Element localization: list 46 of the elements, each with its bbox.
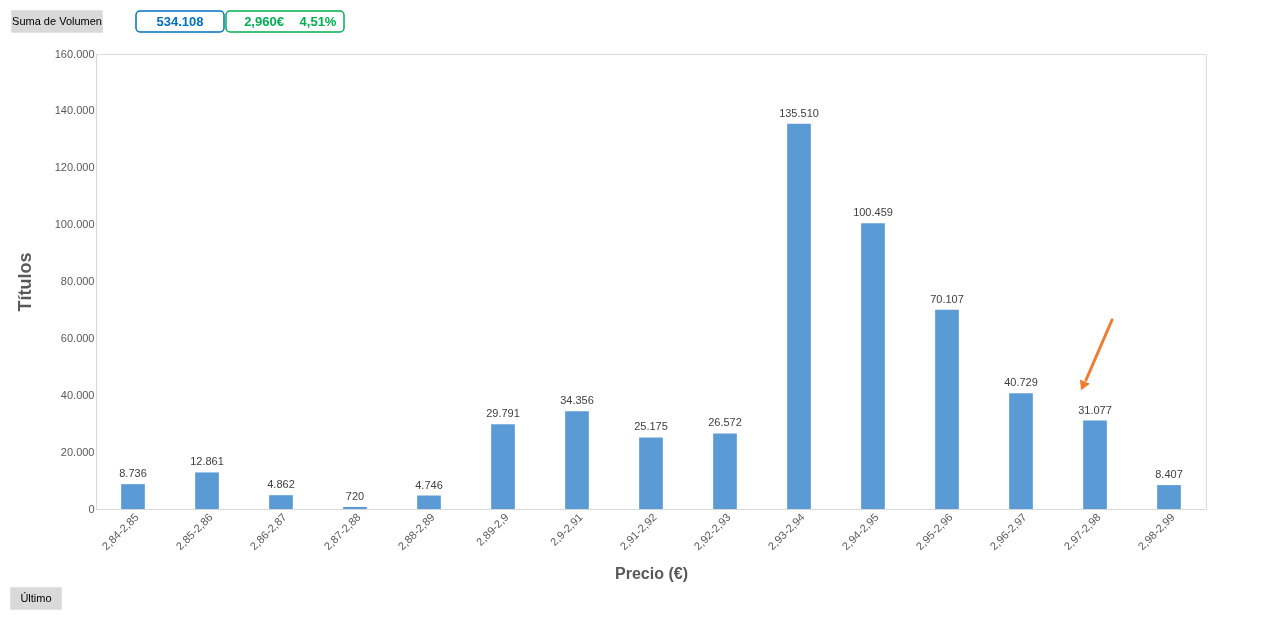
data-label: 34.356	[560, 394, 594, 407]
data-label: 31.077	[1078, 403, 1112, 416]
data-label: 720	[345, 489, 365, 502]
y-tick-label: 60.000	[60, 331, 95, 344]
bar	[121, 484, 145, 509]
data-label: 8.407	[1155, 468, 1183, 481]
text: 4,51%	[299, 14, 337, 29]
y-tick-label: 100.000	[54, 218, 95, 231]
data-label: 135.510	[779, 106, 819, 119]
y-tick-label: 120.000	[54, 161, 95, 174]
bar	[195, 472, 219, 509]
bar	[1083, 420, 1107, 509]
data-label: 4.746	[415, 478, 443, 491]
bar	[935, 309, 959, 509]
y-tick-label: 140.000	[54, 104, 95, 117]
y-tick-label: 20.000	[60, 445, 95, 458]
text: Suma de Volumen	[12, 15, 102, 27]
text: 2,960€	[244, 14, 284, 29]
bar	[1157, 485, 1181, 509]
data-label: 26.572	[708, 416, 742, 429]
y-tick-label: 0	[88, 502, 95, 515]
data-label: 25.175	[634, 420, 668, 433]
y-tick-label: 80.000	[60, 275, 95, 287]
data-label: 100.459	[853, 206, 893, 219]
y-tick-label: 40.000	[60, 388, 95, 401]
bar	[343, 506, 367, 509]
text: 534.108	[156, 14, 204, 29]
bar	[639, 437, 663, 509]
data-label: 4.862	[267, 478, 295, 491]
data-label: 8.736	[119, 467, 147, 480]
y-tick-label: 160.000	[54, 47, 95, 60]
data-label: 29.791	[486, 407, 520, 420]
bar	[861, 223, 885, 509]
data-label: 12.861	[190, 455, 224, 468]
data-label: 40.729	[1004, 376, 1038, 389]
bar	[491, 424, 515, 509]
bar	[787, 123, 811, 509]
y-axis-title: Títulos	[14, 252, 35, 312]
bar	[269, 495, 293, 509]
x-axis-title: Precio (€)	[615, 565, 688, 583]
bar	[1009, 393, 1033, 509]
bar	[417, 495, 441, 509]
text: Último	[20, 592, 52, 604]
bar	[713, 433, 737, 509]
data-label: 70.107	[930, 292, 964, 305]
bar	[565, 411, 589, 509]
